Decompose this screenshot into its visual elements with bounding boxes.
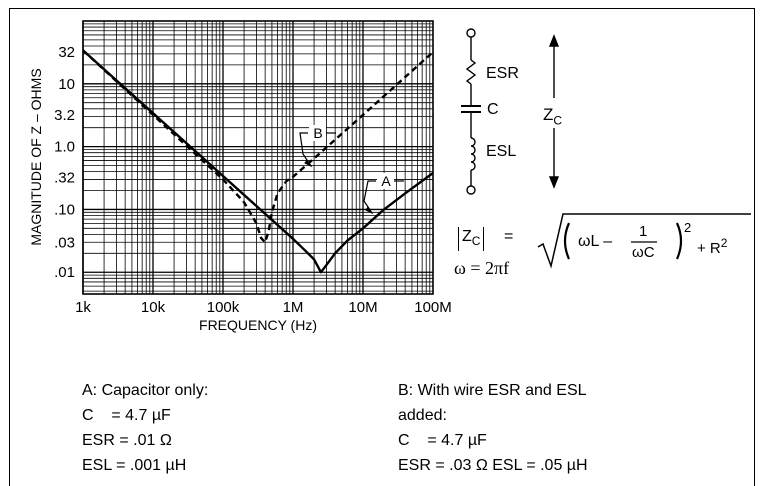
x-tick-label: 100k [207, 299, 240, 316]
caption-line: added: [398, 403, 588, 428]
zc-label: ZC [543, 105, 562, 130]
capacitor-label: C [487, 100, 499, 119]
y-tick-label: 1.0 [54, 139, 75, 156]
caption-line: B: With wire ESR and ESL [398, 378, 588, 403]
caption-series-b: B: With wire ESR and ESL added: C = 4.7 µF… [398, 378, 588, 478]
caption-line: ESR = .01 Ω [82, 428, 208, 453]
omega-l: ωL – [578, 232, 612, 251]
x-axis-label: FREQUENCY (Hz) [199, 317, 317, 333]
caption-line: A: Capacitor only: [82, 378, 208, 403]
x-tick-label: 10M [348, 299, 377, 316]
plus-r: + R2 [697, 234, 727, 258]
zc-arrow-up [550, 36, 558, 46]
y-axis-label: MAGNITUDE OF Z – OHMS [28, 68, 44, 245]
square-exponent: 2 [684, 218, 691, 237]
fraction-numerator: 1 [639, 222, 647, 241]
y-tick-label: 10 [58, 76, 75, 93]
leader-line-a [364, 181, 376, 213]
caption-line: C = 4.7 µF [82, 403, 208, 428]
esl-inductor-symbol [471, 138, 475, 170]
zc-arrow-down [550, 177, 558, 187]
esr-resistor-symbol [467, 60, 475, 84]
caption-line: ESR = .03 Ω ESL = .05 µH [398, 453, 588, 478]
y-tick-label: .03 [54, 234, 75, 251]
esr-label: ESR [486, 64, 519, 83]
y-tick-label: 3.2 [54, 107, 75, 124]
x-tick-labels: 1k 10k 100k 1M 10M 100M [75, 299, 452, 316]
omega-definition: ω = 2πf [454, 259, 509, 278]
annotation-label-b: B [313, 125, 322, 141]
top-terminal [467, 29, 475, 37]
x-tick-label: 1M [283, 299, 304, 316]
esl-label: ESL [486, 142, 516, 161]
bottom-terminal [467, 186, 475, 194]
y-tick-labels: 32 10 3.2 1.0 .32 .10 .03 .01 [54, 44, 75, 281]
y-tick-label: 32 [58, 44, 75, 61]
grid-minor-lines [83, 21, 433, 294]
x-tick-label: 10k [141, 299, 166, 316]
x-tick-label: 100M [414, 299, 452, 316]
x-tick-label: 1k [75, 299, 91, 316]
caption-line: C = 4.7 µF [398, 428, 588, 453]
y-tick-label: .01 [54, 264, 75, 281]
fraction-denominator: ωC [632, 243, 655, 262]
annotation-label-a: A [381, 173, 391, 189]
y-tick-label: .10 [54, 201, 75, 218]
caption-line: ESL = .001 µH [82, 453, 208, 478]
y-tick-label: .32 [54, 170, 75, 187]
